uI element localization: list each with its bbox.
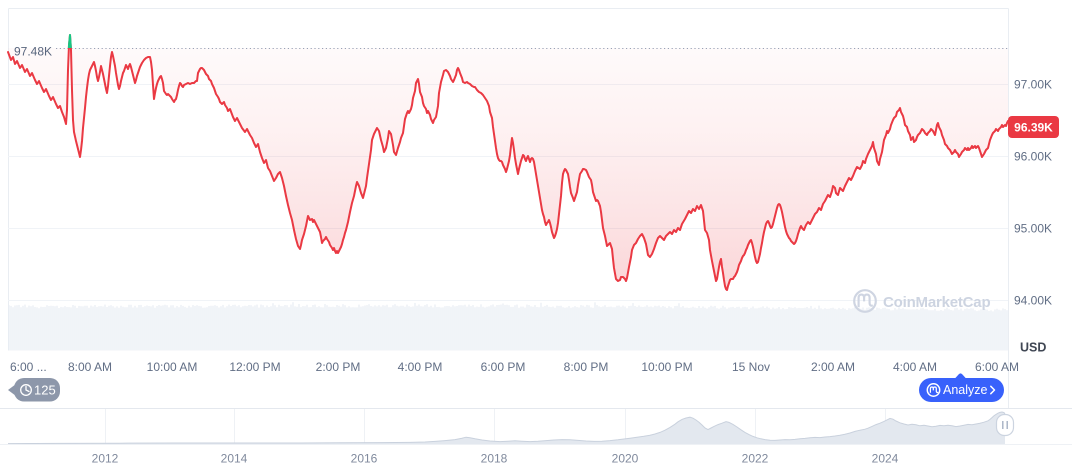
svg-text:8:00 PM: 8:00 PM — [564, 360, 609, 374]
svg-text:15 Nov: 15 Nov — [732, 360, 770, 374]
svg-text:6:00 AM: 6:00 AM — [975, 360, 1019, 374]
svg-text:2012: 2012 — [92, 452, 119, 466]
svg-text:6:00 PM: 6:00 PM — [481, 360, 526, 374]
svg-text:12:00 PM: 12:00 PM — [229, 360, 280, 374]
svg-text:125: 125 — [34, 383, 56, 398]
svg-text:4:00 AM: 4:00 AM — [893, 360, 937, 374]
svg-text:2022: 2022 — [742, 452, 769, 466]
svg-text:94.00K: 94.00K — [1014, 294, 1052, 308]
svg-text:95.00K: 95.00K — [1014, 222, 1052, 236]
svg-text:10:00 AM: 10:00 AM — [147, 360, 198, 374]
svg-text:2016: 2016 — [351, 452, 378, 466]
svg-text:2018: 2018 — [481, 452, 508, 466]
svg-text:2014: 2014 — [221, 452, 248, 466]
svg-text:2:00 PM: 2:00 PM — [316, 360, 361, 374]
svg-text:2020: 2020 — [612, 452, 639, 466]
svg-text:4:00 PM: 4:00 PM — [398, 360, 443, 374]
svg-text:6:00 ...: 6:00 ... — [10, 360, 47, 374]
svg-text:96.39K: 96.39K — [1014, 121, 1053, 135]
svg-text:97.48K: 97.48K — [14, 45, 52, 59]
svg-text:Analyze: Analyze — [943, 383, 988, 397]
svg-text:96.00K: 96.00K — [1014, 150, 1052, 164]
svg-text:2:00 AM: 2:00 AM — [811, 360, 855, 374]
svg-text:USD: USD — [1020, 341, 1046, 355]
svg-text:97.00K: 97.00K — [1014, 78, 1052, 92]
svg-text:10:00 PM: 10:00 PM — [641, 360, 692, 374]
svg-text:8:00 AM: 8:00 AM — [68, 360, 112, 374]
svg-text:2024: 2024 — [872, 452, 899, 466]
svg-text:CoinMarketCap: CoinMarketCap — [883, 294, 990, 311]
